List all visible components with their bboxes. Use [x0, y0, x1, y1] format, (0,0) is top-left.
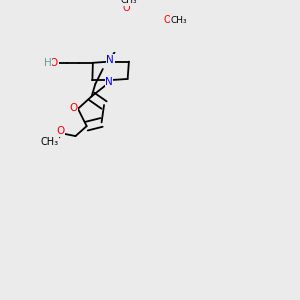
Text: O: O	[50, 58, 58, 68]
Text: N: N	[106, 55, 114, 64]
Text: O: O	[163, 15, 171, 25]
Text: O: O	[56, 126, 64, 136]
Text: O: O	[122, 3, 130, 13]
Text: CH₃: CH₃	[41, 137, 59, 147]
Text: N: N	[105, 77, 113, 87]
Text: O: O	[69, 103, 78, 113]
Text: CH₃: CH₃	[171, 16, 187, 25]
Text: H: H	[44, 58, 52, 68]
Text: CH₃: CH₃	[121, 0, 137, 5]
